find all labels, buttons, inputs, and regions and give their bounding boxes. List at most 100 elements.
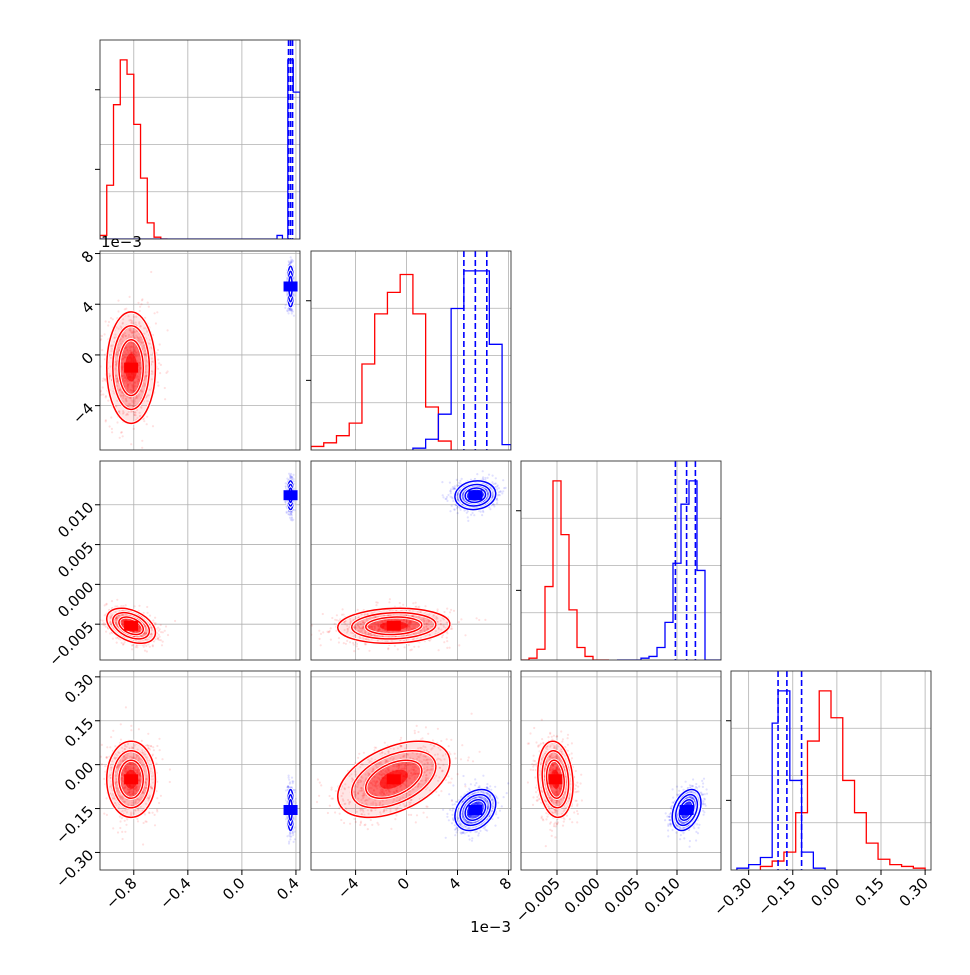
scatter-point [158, 634, 160, 636]
scatter-point [349, 641, 351, 643]
scatter-point [307, 625, 309, 627]
scatter-point [285, 304, 287, 306]
scatter-point [105, 603, 107, 605]
scatter-point [449, 482, 451, 484]
scatter-point [286, 512, 288, 514]
scatter-point [121, 642, 123, 644]
scatter-point [157, 359, 159, 361]
scatter-point [111, 428, 113, 430]
scatter-point [146, 423, 148, 425]
scatter-point [104, 333, 106, 335]
scatter-point [165, 625, 167, 627]
scatter-point [478, 619, 480, 621]
scatter-point [357, 648, 359, 650]
scatter-point [157, 637, 159, 639]
scatter-point [105, 631, 107, 633]
scatter-point [413, 646, 415, 648]
scatter-point [492, 475, 494, 477]
scatter-point [356, 643, 358, 645]
scatter-point [139, 310, 141, 312]
scatter-point [446, 637, 448, 639]
scatter-point [167, 634, 169, 636]
scatter-point [353, 650, 355, 652]
scatter-point [91, 610, 93, 612]
scatter-point [164, 387, 166, 389]
scatter-point [443, 641, 445, 643]
scatter-point [289, 477, 291, 479]
scatter-point [456, 479, 458, 481]
scatter-point [131, 648, 133, 650]
scatter-point [108, 321, 110, 323]
scatter-point [143, 420, 145, 422]
scatter-point [155, 322, 157, 324]
scatter-point [330, 639, 332, 641]
scatter-point [286, 478, 288, 480]
scatter-point [129, 296, 131, 298]
scatter-point [292, 474, 294, 476]
scatter-point [105, 626, 107, 628]
scatter-point [152, 425, 154, 427]
scatter-point [287, 310, 289, 312]
scatter-point [125, 604, 127, 606]
diag-panel-p1 [311, 251, 511, 450]
scatter-point [165, 372, 167, 374]
scatter-point [449, 647, 451, 649]
scatter-point [122, 435, 124, 437]
scatter-point [387, 647, 389, 649]
scatter-point [336, 619, 338, 621]
scatter-point [159, 343, 161, 345]
scatter-point [152, 620, 154, 622]
scatter-point [124, 474, 126, 476]
scatter-point [93, 612, 95, 614]
scatter-point [291, 519, 293, 521]
scatter-point [136, 646, 138, 648]
scatter-point [162, 631, 164, 633]
scatter-point [109, 632, 111, 634]
scatter-point [449, 611, 451, 613]
scatter-point [102, 386, 104, 388]
scatter-point [156, 311, 158, 313]
scatter-point [322, 631, 324, 633]
scatter-point [290, 259, 292, 261]
density-peak-cell [124, 621, 138, 631]
scatter-point [116, 421, 118, 423]
scatter-point [145, 645, 147, 647]
scatter-point [453, 610, 455, 612]
scatter-point [338, 637, 340, 639]
scatter-point [149, 646, 151, 648]
scatter-point [397, 648, 399, 650]
histogram-series-1 [413, 271, 511, 450]
scatter-point [375, 604, 377, 606]
scatter-point [105, 420, 107, 422]
scatter-point [133, 428, 135, 430]
scatter-point [449, 510, 451, 512]
scatter-point [411, 649, 413, 651]
scatter-point [158, 630, 160, 632]
scatter-point [160, 639, 162, 641]
scatter-point [450, 609, 452, 611]
scatter-point [147, 612, 149, 614]
scatter-point [293, 315, 295, 317]
scatter-point [291, 514, 293, 516]
scatter-panel-p2-vs-p1 [292, 461, 512, 660]
scatter-point [451, 505, 453, 507]
scatter-point [357, 609, 359, 611]
scatter-point [149, 615, 151, 617]
scatter-point [117, 310, 119, 312]
scatter-point [446, 647, 448, 649]
scatter-point [119, 437, 121, 439]
scatter-point [157, 385, 159, 387]
scatter-point [404, 646, 406, 648]
scatter-point [124, 308, 126, 310]
scatter-point [320, 633, 322, 635]
scatter-point [460, 618, 462, 620]
scatter-point [442, 496, 444, 498]
scatter-point [438, 649, 440, 651]
scatter-point [140, 303, 142, 305]
panel-frame [311, 251, 511, 450]
scatter-point [292, 641, 294, 643]
scatter-point [110, 416, 112, 418]
scatter-point [341, 614, 343, 616]
scatter-point [459, 480, 461, 482]
